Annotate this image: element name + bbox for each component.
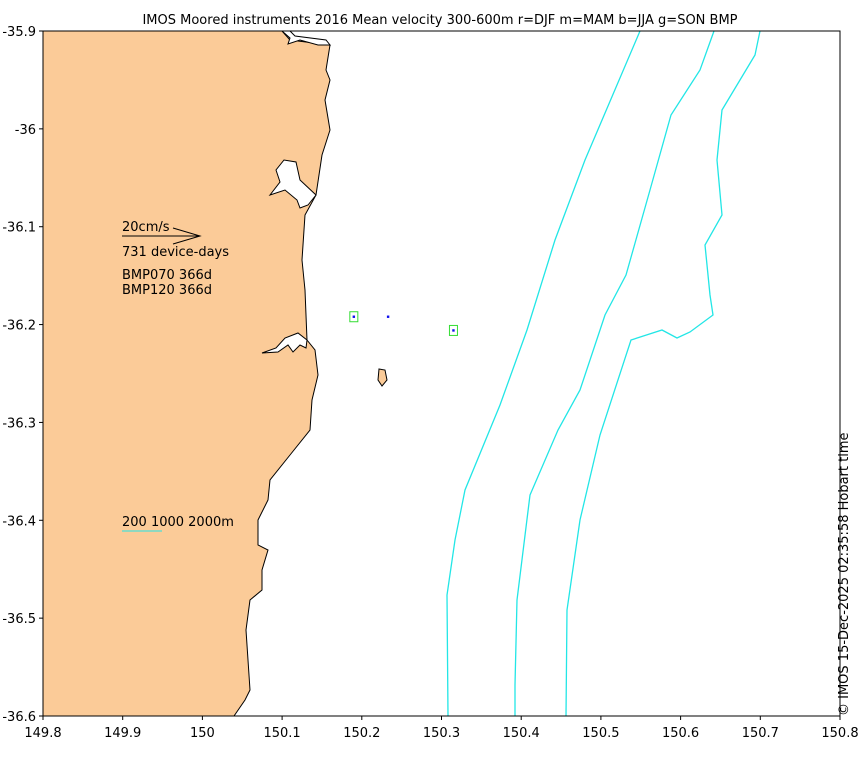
y-tick-label: -36 — [15, 123, 36, 138]
y-axis: -35.9 -36 -36.1 -36.2 -36.3 -36.4 -36.5 -36.6 — [2, 25, 43, 725]
legend-device-days: 731 device-days — [122, 245, 229, 260]
legend-scale-label: 20cm/s — [122, 220, 170, 235]
legend-isobath-label: 200 1000 2000m — [122, 515, 234, 530]
inlet-north — [280, 30, 332, 46]
x-tick-label: 150.3 — [423, 726, 460, 741]
x-tick-label: 150.8 — [821, 726, 858, 741]
map-title: IMOS Moored instruments 2016 Mean veloci… — [142, 13, 737, 28]
y-tick-label: -36.6 — [2, 710, 36, 725]
station-dot[interactable] — [386, 315, 390, 318]
x-tick-label: 150.6 — [662, 726, 699, 741]
x-tick-label: 150.7 — [742, 726, 779, 741]
isobath-2000m — [565, 30, 761, 717]
isobath-200m — [446, 30, 641, 717]
inlet-middle — [268, 159, 317, 209]
station-box[interactable] — [349, 311, 359, 323]
credit-text: © IMOS 15-Dec-2025 02:35:58 Hobart time — [837, 432, 852, 716]
isobath-1000m — [514, 30, 715, 716]
x-tick-label: 150.5 — [582, 726, 619, 741]
station-dot[interactable] — [352, 315, 356, 318]
station-dot[interactable] — [452, 329, 455, 332]
x-tick-label: 150 — [190, 726, 215, 741]
y-tick-label: -36.2 — [2, 319, 36, 334]
x-tick-label: 149.8 — [24, 726, 61, 741]
map-area: 20cm/s 731 device-days BMP070 366d BMP12… — [42, 30, 841, 717]
y-tick-label: -36.4 — [2, 514, 36, 529]
x-tick-label: 149.9 — [104, 726, 141, 741]
y-tick-label: -36.3 — [2, 416, 36, 431]
x-axis: 149.8 149.9 150 150.1 150.2 150.3 150.4 150.5 15… — [24, 716, 859, 741]
station-box[interactable] — [448, 324, 458, 336]
y-tick-label: -35.9 — [2, 25, 36, 40]
station-markers — [349, 311, 458, 336]
x-tick-label: 150.1 — [263, 726, 300, 741]
x-tick-label: 150.4 — [503, 726, 540, 741]
x-tick-label: 150.2 — [343, 726, 380, 741]
island — [377, 368, 388, 387]
legend-station-0: BMP070 366d — [122, 268, 212, 283]
isobaths — [446, 30, 761, 717]
y-tick-label: -36.1 — [2, 221, 36, 236]
inlet-south — [261, 332, 308, 354]
legend: 20cm/s 731 device-days BMP070 366d BMP12… — [122, 220, 234, 532]
scale-arrow-head — [172, 227, 202, 245]
y-tick-label: -36.5 — [2, 612, 36, 627]
land — [42, 30, 331, 717]
legend-station-1: BMP120 366d — [122, 283, 212, 298]
